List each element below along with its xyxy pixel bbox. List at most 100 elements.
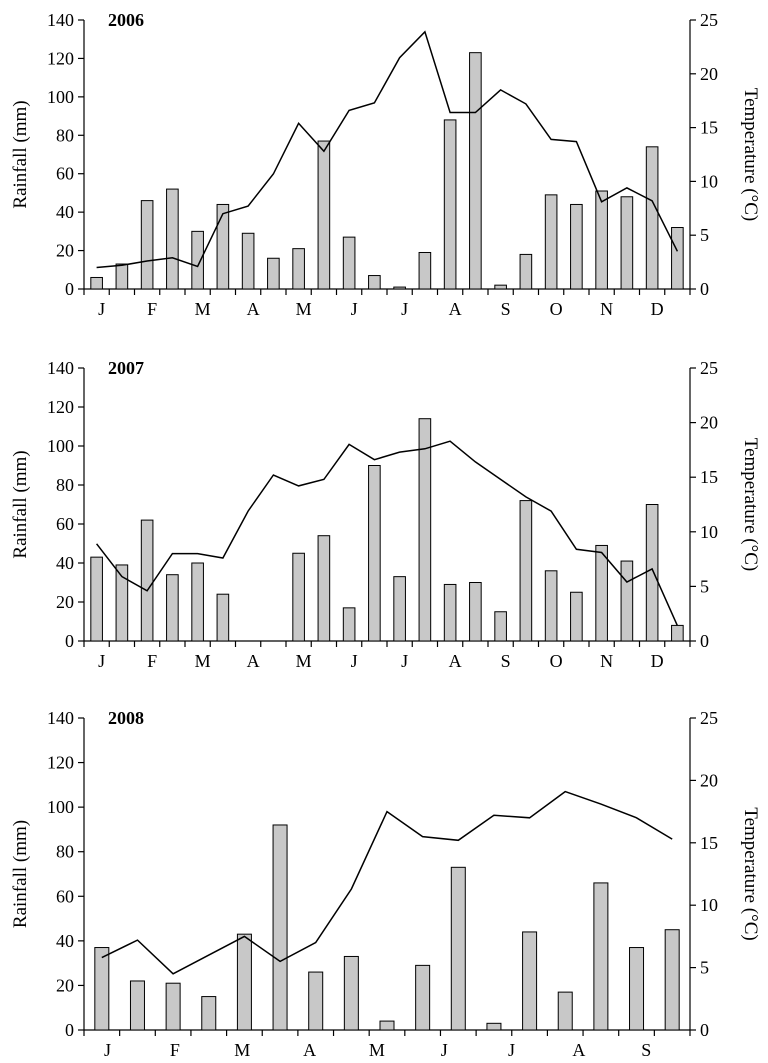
rainfall-bar — [620, 196, 634, 290]
y-tick-label-left: 120 — [47, 48, 74, 68]
rainfall-bar — [241, 232, 255, 290]
x-month-label: M — [195, 299, 211, 319]
rainfall-bar — [671, 227, 684, 290]
rainfall-bar — [90, 556, 103, 642]
x-month-label: D — [651, 651, 664, 671]
rainfall-bar — [557, 991, 573, 1031]
y-tick-label-right: 15 — [700, 467, 718, 487]
y-tick-label-right: 25 — [700, 358, 718, 378]
y-tick-label-left: 20 — [56, 592, 74, 612]
rainfall-bar — [317, 140, 331, 290]
rainfall-bar — [494, 284, 507, 290]
y-axis-title-left: Rainfall (mm) — [10, 450, 31, 558]
rainfall-bar — [90, 276, 103, 290]
rainfall-bar — [343, 955, 359, 1031]
rainfall-bar — [140, 519, 154, 642]
rainfall-bar — [645, 146, 659, 290]
y-tick-label-left: 140 — [47, 708, 74, 728]
y-tick-label-left: 40 — [56, 931, 74, 951]
y-tick-label-right: 0 — [700, 279, 709, 299]
y-tick-label-left: 80 — [56, 125, 74, 145]
rainfall-bar — [393, 576, 406, 642]
y-tick-label-left: 100 — [47, 87, 74, 107]
rainfall-bar — [272, 824, 288, 1031]
y-tick-label-left: 120 — [47, 397, 74, 417]
y-axis-title-right: Temperature (°C) — [740, 807, 761, 940]
y-tick-label-right: 10 — [700, 895, 718, 915]
x-month-label: A — [247, 299, 260, 319]
x-month-label: F — [170, 1040, 180, 1060]
y-tick-label-left: 20 — [56, 975, 74, 995]
rainfall-bar — [140, 200, 154, 290]
y-tick-label-right: 25 — [700, 708, 718, 728]
rainfall-bar — [620, 560, 634, 642]
rainfall-bar — [629, 947, 645, 1031]
rainfall-bar — [368, 275, 381, 290]
y-tick-label-right: 20 — [700, 413, 718, 433]
y-tick-label-left: 100 — [47, 436, 74, 456]
y-tick-label-right: 20 — [700, 64, 718, 84]
x-month-label: O — [550, 299, 563, 319]
rainfall-bar — [522, 931, 538, 1031]
temperature-line — [96, 440, 679, 627]
rainfall-bar — [115, 564, 129, 642]
y-tick-label-left: 20 — [56, 241, 74, 261]
rainfall-bar — [595, 544, 608, 642]
x-month-label: J — [401, 651, 408, 671]
rainfall-bar — [593, 882, 609, 1031]
rainfall-bar — [94, 947, 110, 1031]
rainfall-bar — [443, 119, 457, 290]
rainfall-bar — [342, 236, 356, 290]
rainfall-bar — [292, 248, 305, 290]
x-month-label: A — [449, 651, 462, 671]
rainfall-bar — [342, 607, 356, 642]
year-title: 2006 — [108, 10, 144, 30]
y-tick-label-right: 0 — [700, 1020, 709, 1040]
y-axis-title-right: Temperature (°C) — [740, 88, 761, 221]
x-month-label: N — [600, 299, 613, 319]
y-tick-label-left: 40 — [56, 553, 74, 573]
y-tick-label-right: 0 — [700, 631, 709, 651]
y-tick-label-right: 5 — [700, 958, 709, 978]
rainfall-bar — [671, 624, 684, 642]
x-month-label: M — [296, 651, 312, 671]
rainfall-bar — [368, 465, 381, 642]
x-month-label: M — [195, 651, 211, 671]
y-tick-label-left: 60 — [56, 164, 74, 184]
rainfall-bar — [418, 418, 432, 642]
rainfall-bar — [166, 188, 179, 290]
rainfall-bar — [664, 929, 680, 1031]
rainfall-bar — [443, 583, 457, 642]
rainfall-bar — [308, 971, 324, 1031]
rainfall-bar — [267, 257, 280, 290]
x-month-label: J — [441, 1040, 448, 1060]
rainfall-bar — [379, 1020, 395, 1031]
y-tick-label-left: 80 — [56, 842, 74, 862]
rainfall-bar — [418, 251, 432, 290]
x-month-label: M — [369, 1040, 385, 1060]
y-tick-label-left: 0 — [65, 1020, 74, 1040]
y-tick-label-left: 40 — [56, 202, 74, 222]
x-month-label: J — [351, 651, 358, 671]
x-month-label: A — [449, 299, 462, 319]
x-month-label: A — [303, 1040, 316, 1060]
year-title: 2007 — [108, 358, 144, 378]
rainfall-bar — [570, 203, 583, 290]
rainfall-bar — [292, 552, 305, 642]
x-month-label: F — [147, 651, 157, 671]
y-tick-label-left: 60 — [56, 514, 74, 534]
rainfall-bar — [486, 1022, 502, 1031]
x-month-label: J — [351, 299, 358, 319]
rainfall-bar — [236, 933, 252, 1031]
year-title: 2008 — [108, 708, 144, 728]
x-month-label: S — [501, 299, 511, 319]
x-month-label: F — [147, 299, 157, 319]
rainfall-bar — [450, 866, 466, 1031]
y-tick-label-right: 15 — [700, 833, 718, 853]
x-month-label: D — [651, 299, 664, 319]
y-tick-label-left: 100 — [47, 797, 74, 817]
rainfall-bar — [201, 996, 217, 1031]
y-tick-label-left: 80 — [56, 475, 74, 495]
